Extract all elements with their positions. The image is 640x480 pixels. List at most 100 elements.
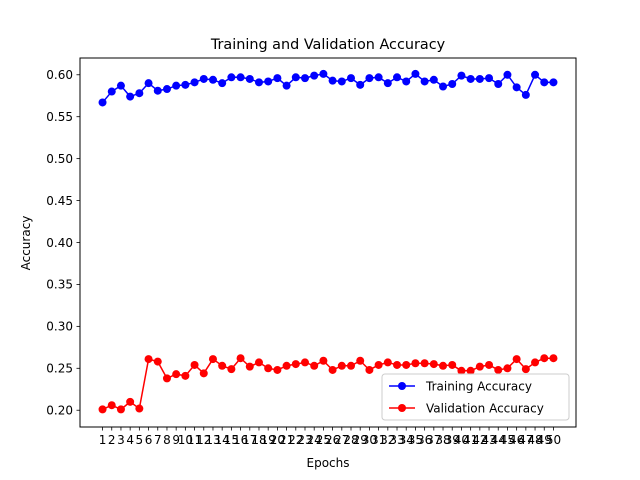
x-tick-label: 36 — [417, 433, 432, 447]
x-axis-label: Epochs — [307, 456, 350, 470]
data-point-training — [512, 83, 521, 92]
data-point-training — [236, 73, 245, 82]
x-tick-label: 22 — [288, 433, 303, 447]
x-tick-label: 9 — [172, 433, 180, 447]
data-point-training — [107, 87, 116, 96]
data-point-training — [291, 73, 300, 82]
data-point-training — [549, 78, 558, 87]
y-tick-label: 0.30 — [46, 320, 73, 334]
x-tick-label: 40 — [454, 433, 469, 447]
data-point-validation — [245, 362, 254, 371]
data-point-training — [282, 81, 291, 90]
x-tick-label: 12 — [196, 433, 211, 447]
data-point-validation — [208, 355, 217, 364]
data-point-validation — [475, 362, 484, 371]
data-point-training — [494, 79, 503, 88]
data-point-training — [521, 90, 530, 99]
data-point-training — [162, 85, 171, 94]
data-point-validation — [116, 405, 125, 414]
data-point-training — [439, 82, 448, 91]
x-tick-label: 17 — [242, 433, 257, 447]
x-tick-label: 16 — [233, 433, 248, 447]
data-point-training — [503, 70, 512, 79]
data-point-training — [531, 70, 540, 79]
data-point-training — [347, 74, 356, 83]
data-point-validation — [126, 397, 135, 406]
x-tick-label: 23 — [297, 433, 312, 447]
x-tick-label: 27 — [334, 433, 349, 447]
x-tick-label: 4 — [126, 433, 134, 447]
data-point-training — [208, 75, 217, 84]
data-point-training — [273, 74, 282, 83]
data-point-validation — [420, 359, 429, 368]
data-point-training — [420, 77, 429, 86]
data-point-validation — [181, 371, 190, 380]
x-tick-label: 43 — [481, 433, 496, 447]
data-point-validation — [365, 365, 374, 374]
data-point-training — [540, 78, 549, 87]
data-point-validation — [485, 360, 494, 369]
data-point-validation — [273, 365, 282, 374]
data-point-validation — [236, 354, 245, 363]
x-tick-label: 37 — [426, 433, 441, 447]
x-tick-label: 2 — [108, 433, 116, 447]
y-tick-label: 0.35 — [46, 278, 73, 292]
data-point-validation — [439, 361, 448, 370]
y-axis-label: Accuracy — [19, 216, 33, 271]
data-point-validation — [494, 365, 503, 374]
data-point-training — [181, 80, 190, 89]
data-point-validation — [300, 358, 309, 367]
x-axis-ticks: 1 2 3 4 5 6 7 8 91011121314151617181920212223242… — [99, 427, 561, 447]
x-tick-label: 28 — [343, 433, 358, 447]
data-point-training — [383, 79, 392, 88]
x-tick-label: 25 — [316, 433, 331, 447]
chart-title: Training and Validation Accuracy — [210, 37, 446, 53]
series-layer — [98, 69, 558, 414]
x-tick-label: 10 — [178, 433, 193, 447]
data-point-training — [190, 78, 199, 87]
x-tick-label: 39 — [445, 433, 460, 447]
data-point-training — [300, 74, 309, 83]
x-tick-label: 13 — [205, 433, 220, 447]
y-tick-label: 0.40 — [46, 236, 73, 250]
data-point-training — [337, 77, 346, 86]
data-point-validation — [503, 364, 512, 373]
data-point-training — [319, 69, 328, 78]
data-point-validation — [135, 404, 144, 413]
y-axis-ticks: 0.20 0.25 0.30 0.35 0.40 0.45 0.50 0.55 0.60 — [46, 68, 80, 418]
data-point-validation — [411, 359, 420, 368]
data-point-validation — [383, 358, 392, 367]
data-point-validation — [218, 361, 227, 370]
x-tick-label: 49 — [537, 433, 552, 447]
data-point-training — [411, 69, 420, 78]
data-point-validation — [291, 360, 300, 369]
data-point-training — [429, 75, 438, 84]
data-point-validation — [521, 365, 530, 374]
x-tick-label: 30 — [362, 433, 377, 447]
x-tick-label: 45 — [500, 433, 515, 447]
legend-marker-training — [398, 382, 406, 390]
x-tick-label: 34 — [399, 433, 414, 447]
data-point-validation — [512, 355, 521, 364]
data-point-validation — [374, 360, 383, 369]
data-point-training — [245, 74, 254, 83]
x-tick-label: 38 — [435, 433, 450, 447]
data-point-training — [254, 78, 263, 87]
data-point-validation — [227, 365, 236, 374]
legend-label-training: Training Accuracy — [425, 380, 532, 394]
data-point-training — [227, 73, 236, 82]
x-tick-label: 26 — [325, 433, 340, 447]
data-point-validation — [107, 401, 116, 410]
data-point-validation — [264, 364, 273, 373]
x-tick-label: 15 — [224, 433, 239, 447]
data-point-validation — [310, 361, 319, 370]
x-tick-label: 42 — [472, 433, 487, 447]
data-point-training — [393, 73, 402, 82]
data-point-validation — [466, 366, 475, 375]
data-point-validation — [98, 405, 107, 414]
x-tick-label: 24 — [307, 433, 322, 447]
data-point-training — [374, 73, 383, 82]
data-point-training — [144, 79, 153, 88]
data-point-training — [153, 86, 162, 95]
